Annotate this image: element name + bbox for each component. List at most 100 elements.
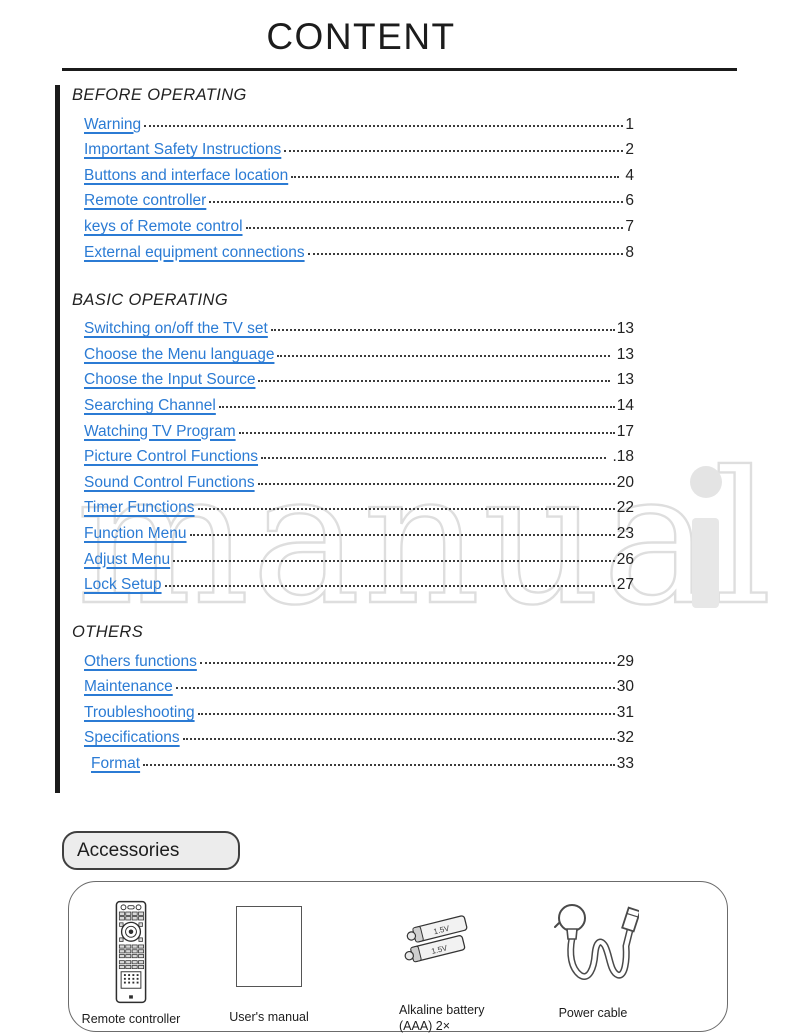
toc-entry: Important Safety Instructions 2 (72, 135, 634, 161)
page-number: 2 (625, 141, 634, 159)
battery-voltage-label: 1.5V (433, 923, 452, 936)
toc-link-maintenance[interactable]: Maintenance (84, 678, 173, 696)
page-number: 31 (616, 703, 634, 721)
toc-link-buttons-and-interface-location[interactable]: Buttons and interface location (84, 166, 289, 184)
page-number: 30 (616, 678, 634, 696)
toc-link-picture-control-functions[interactable]: Picture Control Functions (84, 448, 259, 466)
page-number: 4 (621, 166, 634, 184)
toc-entry: Warning 1 (72, 109, 634, 135)
battery-label: Alkaline battery (AAA) 2× (399, 1002, 529, 1034)
dotted-leader (164, 585, 615, 588)
toc-entry: Troubleshooting 31 (72, 697, 634, 723)
watermark-i-dot (690, 466, 722, 498)
users-manual-icon (236, 906, 302, 987)
toc-entry: Specifications 32 (72, 723, 634, 749)
dotted-leader (182, 738, 615, 741)
dotted-leader (218, 405, 615, 408)
dotted-leader (173, 559, 615, 562)
dotted-leader (199, 661, 615, 664)
toc-link-external-equipment-connections[interactable]: External equipment connections (84, 243, 305, 261)
battery-icon: 1.5V 1.5V (404, 915, 468, 963)
page-number: 7 (625, 217, 634, 235)
accessories-heading: Accessories (62, 831, 240, 870)
toc-link-function-menu[interactable]: Function Menu (84, 524, 187, 542)
toc-entry: Switching on/off the TV set 13 (72, 314, 634, 340)
watermark-i-stem (692, 518, 719, 608)
toc-entry: Timer Functions 22 (72, 493, 634, 519)
dotted-leader (284, 150, 624, 153)
toc-entry: Lock Setup 27 (72, 570, 634, 596)
toc-link-important-safety-instructions[interactable]: Important Safety Instructions (84, 141, 282, 159)
section-heading-others: OTHERS (72, 623, 144, 642)
toc-entry: Maintenance 30 (72, 672, 634, 698)
toc-side-bar (55, 85, 60, 793)
page-number: 6 (625, 192, 634, 210)
power-cable-icon (554, 904, 639, 980)
toc-link-searching-channel[interactable]: Searching Channel (84, 396, 216, 414)
toc-entry: Searching Channel 14 (72, 390, 634, 416)
page-number: 29 (616, 652, 634, 670)
toc-entry: keys of Remote control 7 (72, 211, 634, 237)
table-of-contents: BEFORE OPERATING Warning 1 Important Saf… (72, 85, 634, 774)
toc-entry: Sound Control Functions 20 (72, 467, 634, 493)
page-title: CONTENT (266, 16, 456, 57)
page-number: 33 (616, 755, 634, 773)
toc-link-adjust-menu[interactable]: Adjust Menu (84, 550, 171, 568)
page-number: 22 (616, 499, 634, 517)
accessories-box: Remote controller User's manual 1.5V 1.5… (68, 881, 728, 1034)
dotted-leader (277, 354, 611, 357)
section-heading-before-operating: BEFORE OPERATING (72, 86, 247, 104)
page-number: 17 (616, 422, 634, 440)
toc-link-troubleshooting[interactable]: Troubleshooting (84, 703, 195, 721)
toc-link-switching-on-off-tv[interactable]: Switching on/off the TV set (84, 320, 268, 338)
dotted-leader (238, 431, 615, 434)
page-number: 8 (625, 243, 634, 261)
toc-link-watching-tv-program[interactable]: Watching TV Program (84, 422, 236, 440)
toc-link-sound-control-functions[interactable]: Sound Control Functions (84, 473, 255, 491)
dotted-leader (143, 764, 615, 767)
dotted-leader (307, 252, 624, 255)
toc-link-choose-input-source[interactable]: Choose the Input Source (84, 371, 256, 389)
page-number: 32 (616, 729, 634, 747)
toc-entry: Watching TV Program 17 (72, 416, 634, 442)
toc-entry: Choose the Input Source 13 (72, 365, 634, 391)
dotted-leader (197, 508, 615, 511)
dotted-leader (270, 329, 615, 332)
page-number: 20 (616, 473, 634, 491)
dotted-leader (258, 380, 611, 383)
battery-voltage-label: 1.5V (430, 943, 449, 956)
page-number: 1 (625, 115, 634, 133)
users-manual-label: User's manual (229, 1010, 309, 1024)
toc-entry: Adjust Menu 26 (72, 544, 634, 570)
page-number: .18 (608, 448, 634, 466)
toc-link-keys-of-remote-control[interactable]: keys of Remote control (84, 217, 243, 235)
toc-entry: Others functions 29 (72, 646, 634, 672)
toc-entry: Choose the Menu language 13 (72, 339, 634, 365)
title-rule (62, 68, 737, 71)
toc-entry: Remote controller 6 (72, 186, 634, 212)
dotted-leader (257, 482, 615, 485)
page-number: 14 (616, 396, 634, 414)
toc-entry: External equipment connections 8 (72, 237, 634, 263)
toc-link-others-functions[interactable]: Others functions (84, 652, 197, 670)
toc-entry: Format 33 (72, 748, 634, 774)
dotted-leader (291, 175, 620, 178)
dotted-leader (175, 687, 615, 690)
toc-entry: Picture Control Functions .18 (72, 442, 634, 468)
page-number: 13 (612, 371, 634, 389)
page-number: 27 (616, 576, 634, 594)
page-number: 13 (616, 320, 634, 338)
dotted-leader (261, 457, 607, 460)
toc-link-specifications[interactable]: Specifications (84, 729, 180, 747)
toc-link-lock-setup[interactable]: Lock Setup (84, 576, 162, 594)
toc-link-remote-controller[interactable]: Remote controller (84, 192, 207, 210)
toc-link-timer-functions[interactable]: Timer Functions (84, 499, 195, 517)
dotted-leader (245, 226, 624, 229)
toc-link-format[interactable]: Format (91, 755, 141, 773)
toc-link-warning[interactable]: Warning (84, 115, 142, 133)
power-cable-label: Power cable (558, 1006, 628, 1020)
remote-controller-label: Remote controller (81, 1012, 181, 1026)
dotted-leader (144, 124, 624, 127)
toc-link-choose-menu-language[interactable]: Choose the Menu language (84, 345, 275, 363)
page-number: 23 (616, 524, 634, 542)
